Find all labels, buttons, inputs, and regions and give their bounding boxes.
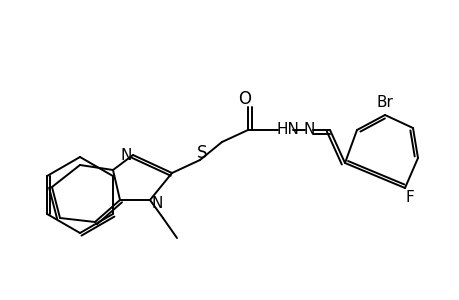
Text: HN: HN — [276, 122, 299, 137]
Text: N: N — [302, 122, 314, 137]
Text: N: N — [151, 196, 162, 211]
Text: O: O — [238, 90, 251, 108]
Text: S: S — [196, 144, 207, 162]
Text: N: N — [120, 148, 131, 163]
Text: F: F — [405, 190, 414, 206]
Text: Br: Br — [376, 94, 392, 110]
